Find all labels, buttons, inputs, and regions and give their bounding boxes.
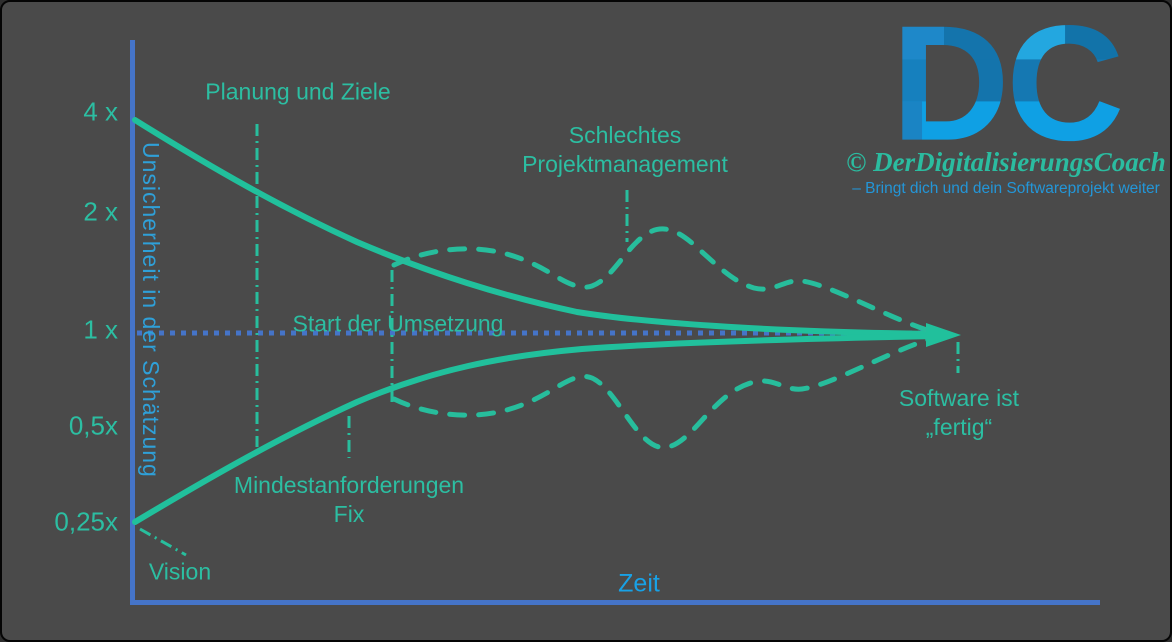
x-axis-title: Zeit	[618, 569, 660, 598]
convergence-arrow-icon	[926, 323, 961, 347]
lower-estimate-curve	[132, 333, 941, 525]
upper-estimate-curve	[132, 117, 941, 337]
annotation-mindestanforderungen-fix: Mindestanforderungen Fix	[234, 471, 464, 529]
annotation-start-der-umsetzung: Start der Umsetzung	[292, 310, 504, 337]
y-tick-025x: 0,25x	[54, 506, 118, 537]
logo-monogram-blocks	[891, 14, 1121, 144]
logo: DC © DerDigitalisierungsCoach – Bringt d…	[846, 14, 1166, 198]
annotation-planung-und-ziele: Planung und Ziele	[205, 78, 391, 105]
annotation-schlechtes-line2: Projektmanagement	[522, 151, 728, 177]
annotation-mindest-line1: Mindestanforderungen	[233, 472, 465, 498]
y-tick-1x: 1 x	[83, 314, 118, 345]
y-axis-title: Unsicherheit in der Schätzung	[138, 142, 164, 478]
annotation-software-line1: Software ist	[898, 385, 1020, 411]
annotation-vision: Vision	[148, 558, 212, 585]
logo-dc-monogram: DC	[891, 14, 1121, 144]
annotation-schlechtes-projektmanagement: Schlechtes Projektmanagement	[522, 121, 728, 179]
y-tick-2x: 2 x	[83, 196, 118, 227]
logo-copyright: © DerDigitalisierungsCoach	[846, 147, 1166, 177]
lower-bad-pm-curve	[391, 334, 939, 450]
annotation-mindest-line2: Fix	[333, 501, 365, 527]
upper-bad-pm-curve	[391, 226, 939, 336]
annotation-schlechtes-line1: Schlechtes	[568, 122, 682, 148]
y-tick-4x: 4 x	[83, 96, 118, 127]
pointer-vision-line	[139, 527, 187, 557]
annotation-software-line2: „fertig“	[925, 414, 993, 440]
annotation-software-ist-fertig: Software ist „fertig“	[899, 384, 1019, 442]
y-tick-05x: 0,5x	[68, 410, 118, 441]
logo-tagline: – Bringt dich und dein Softwareprojekt w…	[852, 180, 1160, 197]
